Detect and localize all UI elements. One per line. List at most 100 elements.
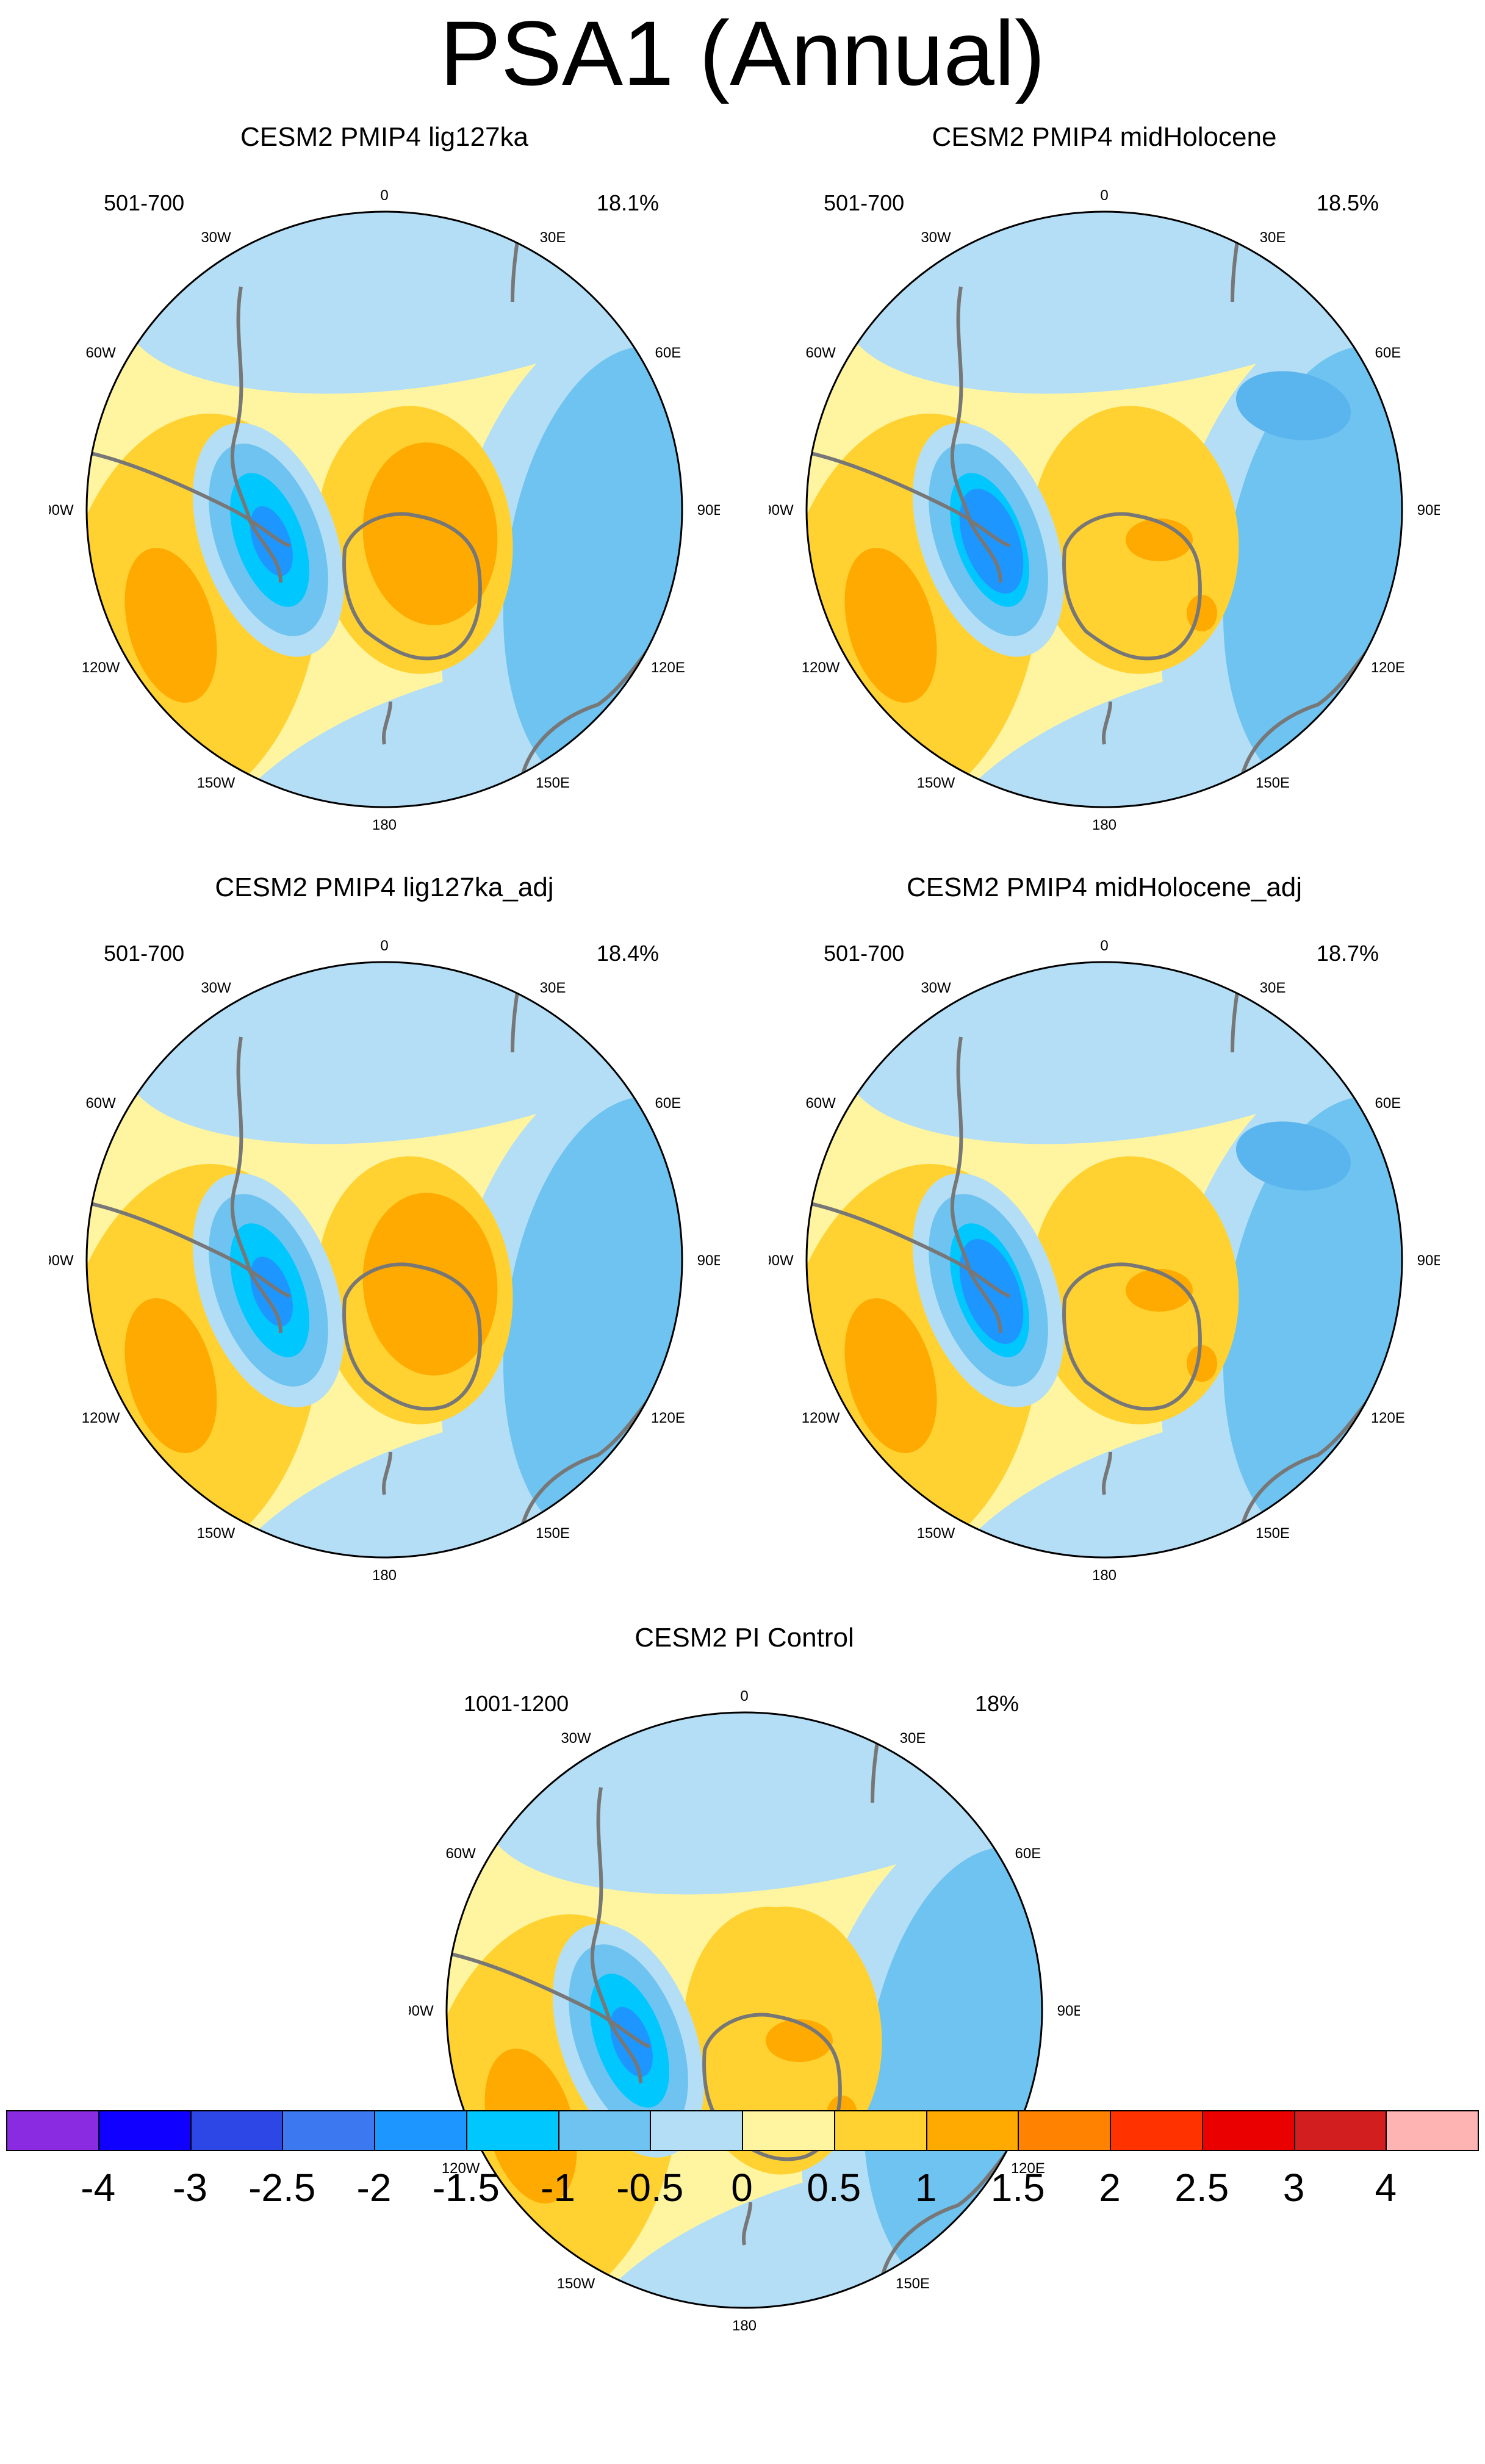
colorbar-segment [1018, 2110, 1111, 2151]
map-panel: CESM2 PMIP4 midHolocene 0 30E 60E 90E 120E 150… [769, 119, 1440, 833]
colorbar-tick-label: 2.5 [1174, 2166, 1229, 2210]
longitude-label: 90E [697, 502, 720, 519]
longitude-label: 180 [372, 1567, 397, 1583]
coastline [231, 286, 282, 583]
year-range-label: 501-700 [104, 190, 184, 215]
coastline [1102, 701, 1112, 745]
coastline [591, 1787, 642, 2084]
coastline [1062, 512, 1202, 661]
colorbar-tick-label: -4 [81, 2166, 116, 2210]
longitude-label: 150W [197, 775, 236, 791]
colorbar-segment [98, 2110, 192, 2151]
coastline [742, 2202, 752, 2246]
longitude-label: 0 [1100, 187, 1108, 204]
coastline [342, 1262, 482, 1411]
colorbar-segment [6, 2110, 99, 2151]
colorbar-tick-label: -1.5 [432, 2166, 500, 2210]
figure-title: PSA1 (Annual) [439, 2, 1046, 104]
colorbar-tick-label: 2 [1099, 2166, 1121, 2210]
coastline [447, 1950, 651, 2049]
variance-label: 18.1% [597, 190, 659, 215]
variance-label: 18.7% [1317, 941, 1379, 966]
colorbar-segment [742, 2110, 835, 2151]
longitude-label: 180 [372, 817, 397, 833]
longitude-label: 120E [1011, 2160, 1045, 2177]
year-range-label: 1001-1200 [464, 1691, 569, 1716]
coastline [231, 1036, 282, 1334]
pos-region-center-core [362, 1193, 498, 1376]
pos-region-center-patch [1126, 1269, 1193, 1312]
longitude-label: 30E [1260, 229, 1286, 246]
longitude-label: 60E [655, 345, 681, 361]
coastline [382, 1451, 392, 1495]
coastline [807, 1200, 1011, 1298]
colorbar-tick-label: -2.5 [248, 2166, 316, 2210]
map-panel: CESM2 PMIP4 lig127ka 0 30E 60E 90E 120E 150E 18… [49, 119, 720, 833]
longitude-label: 150W [197, 1525, 236, 1542]
longitude-label: 120W [82, 1410, 120, 1426]
pos-region-center-patch [1126, 519, 1193, 561]
map-boundary [445, 1711, 1043, 2309]
colorbar-tick-label: 1 [915, 2166, 937, 2210]
longitude-label: 60W [85, 1095, 116, 1112]
colorbar-segment [926, 2110, 1019, 2151]
polar-map: 0 30E 60E 90E 120E 150E 180 150W 120W 90W 60W 30W 50… [769, 187, 1440, 833]
pos-region-east-patch [1187, 1345, 1217, 1382]
longitude-label: 180 [732, 2318, 757, 2333]
colorbar-segment [650, 2110, 743, 2151]
coastline [951, 286, 1002, 583]
longitude-label: 120W [802, 1410, 840, 1426]
year-range-label: 501-700 [824, 941, 904, 966]
colorbar-segment [1293, 2110, 1387, 2151]
variance-label: 18.5% [1317, 190, 1379, 215]
longitude-label: 90E [1417, 1252, 1440, 1269]
longitude-label: 60W [445, 1845, 476, 1862]
pos-region-east-patch [1187, 595, 1217, 631]
longitude-label: 90E [1417, 502, 1440, 519]
polar-map: 0 30E 60E 90E 120E 150E 180 150W 120W 90W 60W 30W 50… [49, 187, 720, 833]
longitude-label: 150E [1256, 775, 1290, 791]
longitude-label: 90E [697, 1252, 720, 1269]
longitude-label: 150E [896, 2275, 930, 2292]
longitude-label: 60E [1375, 1095, 1401, 1112]
longitude-label: 120E [1371, 1410, 1405, 1426]
longitude-label: 90W [49, 1252, 74, 1269]
year-range-label: 501-700 [104, 941, 184, 966]
longitude-label: 60W [85, 345, 116, 361]
polar-map: 0 30E 60E 90E 120E 150E 180 150W 120W 90W 60W 30W 50… [769, 938, 1440, 1583]
colorbar-segment [190, 2110, 284, 2151]
longitude-label: 90W [409, 2003, 434, 2019]
variance-label: 18% [975, 1691, 1019, 1716]
colorbar-segment [1110, 2110, 1203, 2151]
longitude-label: 0 [740, 1688, 748, 1704]
colorbar-tick-label: 3 [1282, 2166, 1305, 2210]
neg-region-ne-core [1235, 1121, 1351, 1191]
polar-map: 0 30E 60E 90E 120E 150E 180 150W 120W 90W 60W 30W 50… [49, 938, 720, 1583]
panel-title: CESM2 PI Control [635, 1623, 854, 1653]
coastline [1102, 1451, 1112, 1495]
map-panel: CESM2 PMIP4 midHolocene_adj 0 30E 60E 90E 120… [769, 869, 1440, 1583]
longitude-label: 60E [1015, 1845, 1041, 1862]
longitude-label: 150W [557, 2275, 595, 2292]
pos-region-west-core [844, 1298, 937, 1453]
longitude-label: 0 [380, 187, 388, 204]
polar-map: 030E60E90E120E150E180150W120W90W60W30W10… [409, 1688, 1080, 2333]
coastline [951, 1036, 1002, 1334]
colorbar-tick-label: -2 [356, 2166, 392, 2210]
longitude-label: 180 [1092, 817, 1116, 833]
coastline [1062, 1262, 1202, 1411]
longitude-label: 0 [380, 938, 388, 954]
coastline [87, 1200, 291, 1298]
map-boundary [805, 210, 1403, 808]
colorbar-segment [374, 2110, 467, 2151]
longitude-label: 120E [651, 659, 685, 676]
longitude-label: 30E [1260, 980, 1286, 996]
coastline [807, 450, 1011, 548]
pos-region-center-core [362, 442, 498, 625]
longitude-label: 30W [201, 980, 231, 996]
colorbar-tick-label: 4 [1375, 2166, 1397, 2210]
longitude-label: 150E [536, 775, 570, 791]
longitude-label: 180 [1092, 1567, 1116, 1583]
longitude-label: 90W [769, 502, 794, 519]
longitude-label: 30W [921, 980, 951, 996]
